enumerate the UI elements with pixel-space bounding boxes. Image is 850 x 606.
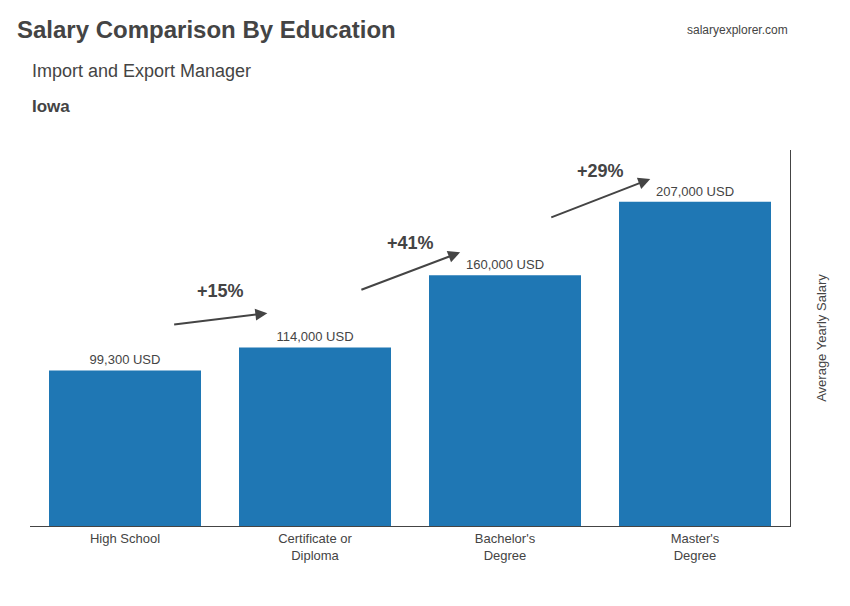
svg-text:Iowa: Iowa [32, 97, 70, 116]
svg-text:114,000 USD: 114,000 USD [276, 329, 353, 344]
svg-text:+15%: +15% [197, 281, 244, 301]
svg-text:Master'sDegree: Master'sDegree [671, 531, 720, 563]
svg-text:Bachelor'sDegree: Bachelor'sDegree [475, 531, 536, 563]
svg-text:Average Yearly Salary: Average Yearly Salary [814, 274, 829, 402]
svg-text:160,000 USD: 160,000 USD [466, 257, 544, 272]
svg-text:99,300 USD: 99,300 USD [90, 352, 161, 367]
svg-text:+29%: +29% [577, 161, 624, 181]
svg-text:salaryexplorer.com: salaryexplorer.com [687, 23, 788, 37]
svg-text:Certificate orDiploma: Certificate orDiploma [278, 531, 352, 563]
svg-text:High School: High School [90, 531, 160, 546]
svg-text:+41%: +41% [387, 233, 434, 253]
svg-text:207,000 USD: 207,000 USD [656, 184, 734, 199]
svg-text:Salary Comparison By Education: Salary Comparison By Education [17, 16, 396, 43]
svg-text:Import and Export Manager: Import and Export Manager [32, 61, 251, 81]
